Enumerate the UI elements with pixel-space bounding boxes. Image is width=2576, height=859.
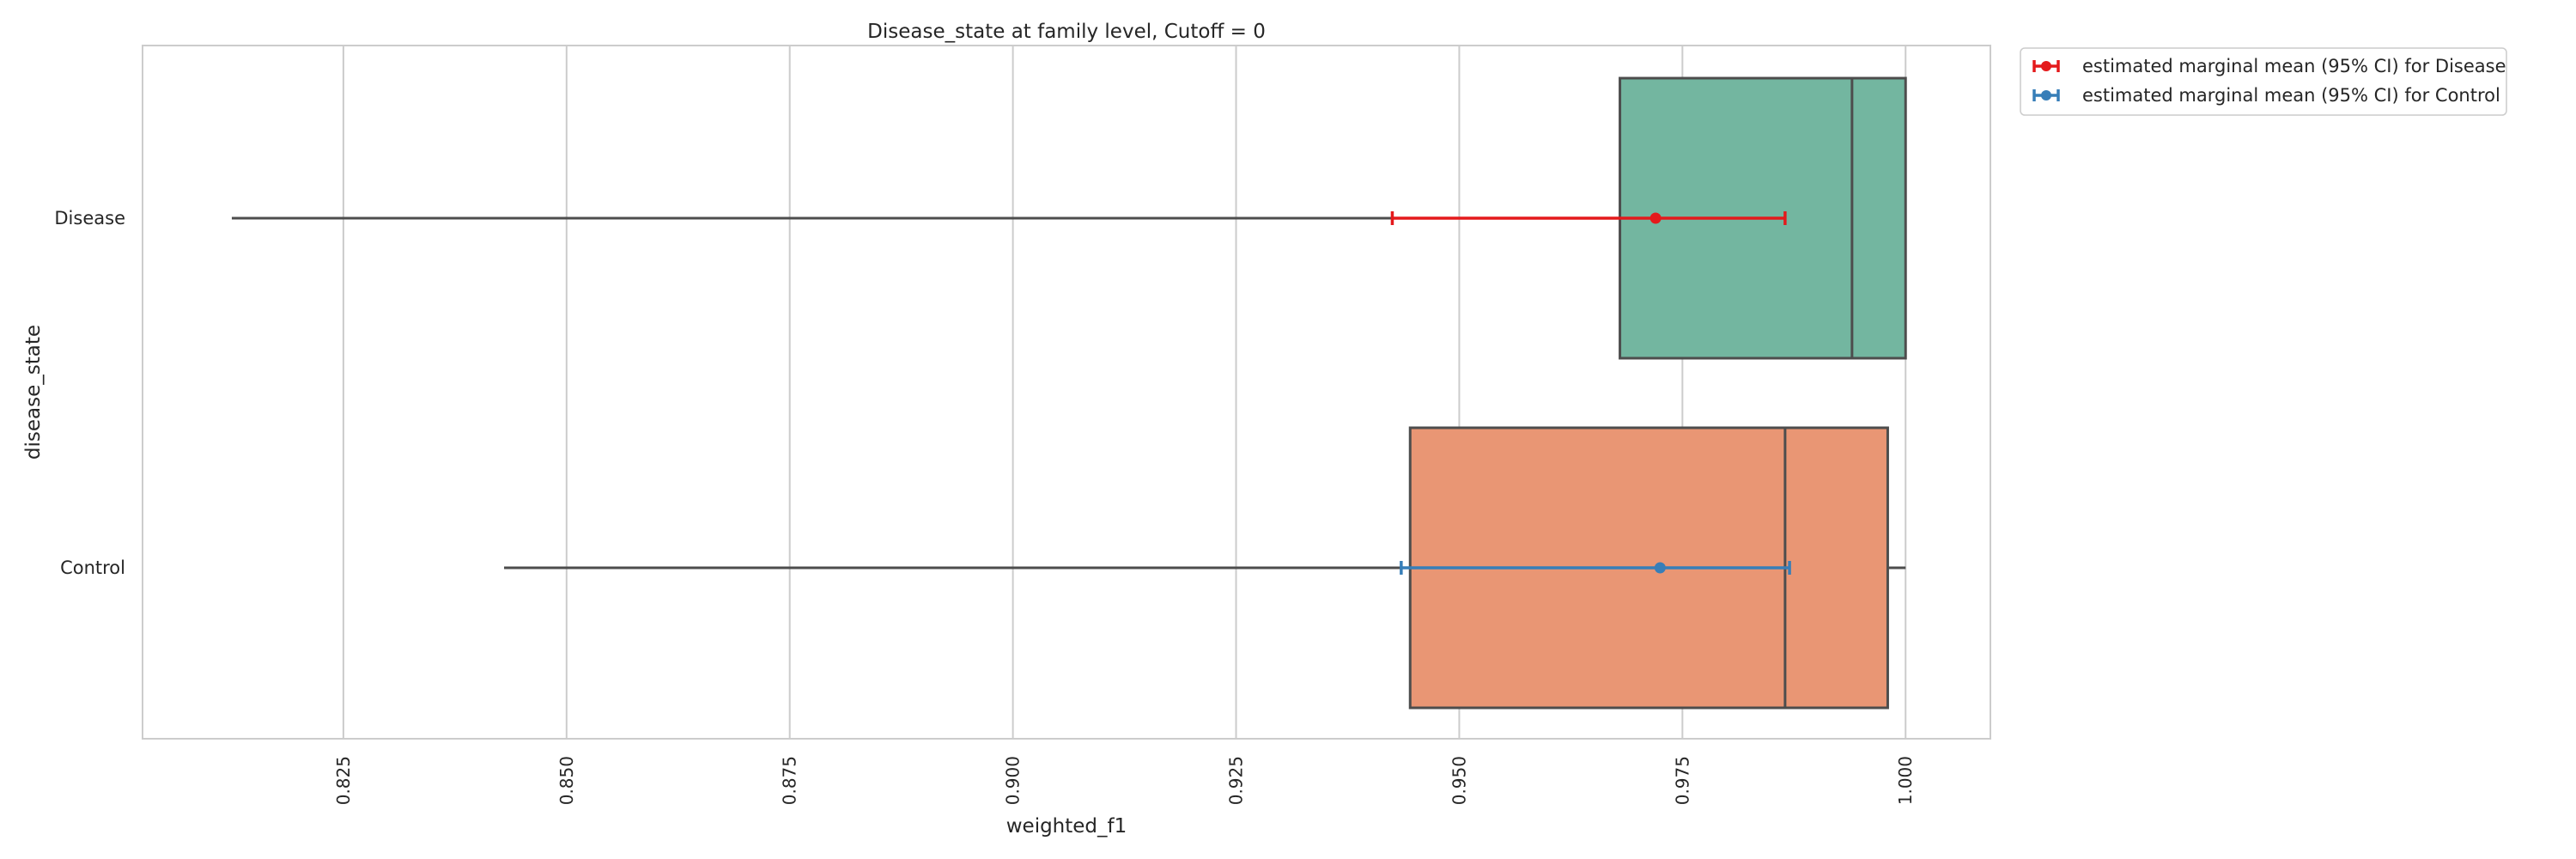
box-plots [231, 76, 1907, 710]
legend-marker-point [2041, 61, 2051, 71]
x-axis-label: weighted_f1 [1006, 815, 1127, 838]
ci-control [1400, 561, 1791, 575]
box-disease [231, 76, 1907, 360]
legend-frame [2020, 47, 2507, 116]
ci-error-bars [1390, 211, 1791, 575]
mean-point [1654, 562, 1666, 574]
legend-label: estimated marginal mean (95% CI) for Dis… [2082, 56, 2506, 76]
legend-marker-point [2041, 90, 2051, 101]
y-category-label: Disease [54, 208, 125, 228]
legend-item: estimated marginal mean (95% CI) for Dis… [2032, 56, 2506, 76]
x-tick-label: 0.875 [780, 756, 800, 805]
chart-title: Disease_state at family level, Cutoff = … [867, 21, 1266, 43]
x-tick-label: 0.900 [1003, 756, 1024, 805]
y-category-label: Control [60, 557, 125, 578]
x-tick-label: 0.975 [1672, 756, 1692, 805]
x-tick-labels: 0.825 0.850 0.875 0.900 0.925 0.950 0.975 1.000 [333, 756, 1916, 805]
x-tick-label: 0.950 [1449, 756, 1469, 805]
ci-disease [1390, 211, 1787, 225]
mean-point [1649, 212, 1662, 224]
x-tick-label: 0.850 [556, 756, 577, 805]
legend-item: estimated marginal mean (95% CI) for Con… [2032, 85, 2500, 106]
legend: estimated marginal mean (95% CI) for Dis… [2020, 47, 2507, 116]
x-tick-label: 0.925 [1226, 756, 1247, 805]
x-tick-label: 0.825 [333, 756, 354, 805]
plot-area-frame [142, 45, 1991, 740]
y-axis-label: disease_state [22, 325, 45, 460]
legend-label: estimated marginal mean (95% CI) for Con… [2082, 85, 2500, 106]
x-tick-label: 1.000 [1895, 756, 1916, 805]
y-category-labels: Disease Control [54, 208, 125, 578]
